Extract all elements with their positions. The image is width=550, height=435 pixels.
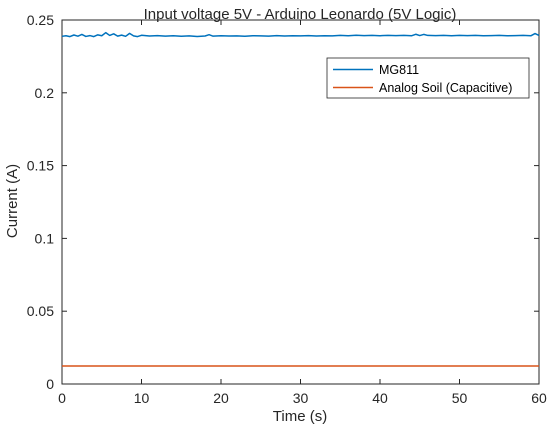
series-layer (61, 31, 540, 367)
x-tick-label: 10 (134, 390, 150, 406)
y-tick-label: 0.2 (35, 85, 55, 101)
series-line-mg811 (61, 31, 540, 38)
y-tick-label: 0.25 (27, 12, 54, 28)
y-tick-label: 0.1 (35, 230, 55, 246)
legend-label-mg811: MG811 (379, 63, 419, 77)
legend-label-analog-soil: Analog Soil (Capacitive) (379, 81, 512, 95)
axis-ticks: 0 10 20 30 40 50 60 0 0.05 0.1 0.15 0.2 0.25 (27, 12, 547, 406)
x-tick-label: 50 (452, 390, 468, 406)
y-tick-label: 0 (46, 376, 54, 392)
x-axis-label: Time (s) (273, 408, 327, 425)
x-tick-label: 30 (293, 390, 309, 406)
x-tick-label: 60 (531, 390, 547, 406)
legend-box (326, 57, 530, 99)
y-tick-label: 0.05 (27, 303, 54, 319)
legend: MG811 Analog Soil (Capacitive) (326, 57, 530, 99)
y-tick-label: 0.15 (27, 158, 54, 174)
y-axis-label: Current (A) (4, 164, 21, 238)
x-tick-label: 20 (213, 390, 229, 406)
chart-title: Input voltage 5V - Arduino Leonardo (5V … (144, 6, 457, 23)
x-tick-label: 40 (372, 390, 388, 406)
x-tick-label: 0 (58, 390, 66, 406)
